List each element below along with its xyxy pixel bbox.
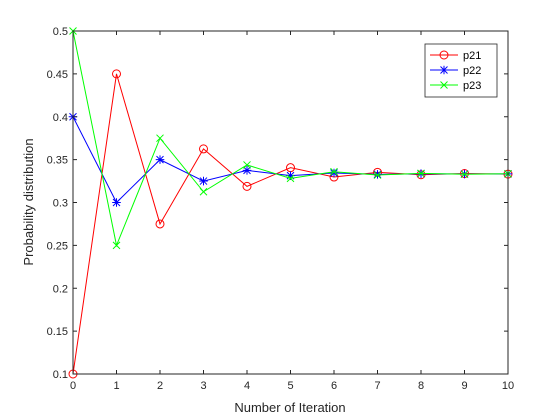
data-point-p23 bbox=[417, 169, 425, 178]
data-point-p22 bbox=[242, 166, 252, 175]
x-tick-label: 10 bbox=[502, 380, 514, 392]
x-tick-label: 4 bbox=[244, 380, 250, 392]
y-tick-label: 0.25 bbox=[47, 240, 68, 252]
legend-entry-p22: p22 bbox=[430, 65, 481, 77]
data-point-p23 bbox=[156, 134, 164, 143]
x-axis-title: Number of Iteration bbox=[234, 400, 345, 415]
data-point-p22 bbox=[329, 168, 339, 178]
data-point-p23 bbox=[373, 171, 382, 179]
data-point-p22 bbox=[155, 155, 165, 164]
x-tick-label: 5 bbox=[287, 380, 293, 392]
data-point-p23 bbox=[460, 170, 469, 179]
legend-entry-p23: p23 bbox=[430, 80, 481, 92]
y-axis-title: Probability distribution bbox=[21, 138, 36, 265]
x-tick-label: 7 bbox=[374, 380, 380, 392]
legend-label: p22 bbox=[463, 65, 481, 77]
data-point-p21 bbox=[112, 69, 121, 79]
x-tick-label: 1 bbox=[113, 380, 119, 392]
legend-marker bbox=[439, 50, 449, 60]
y-tick-label: 0.15 bbox=[47, 326, 68, 338]
legend-label: p21 bbox=[463, 50, 481, 62]
legend-label: p23 bbox=[463, 80, 481, 92]
series-p23 bbox=[69, 27, 512, 250]
data-point-p23 bbox=[286, 174, 295, 183]
y-tick-label: 0.1 bbox=[53, 369, 68, 381]
legend-marker bbox=[440, 81, 448, 89]
legend-marker bbox=[439, 65, 449, 75]
x-tick-label: 8 bbox=[418, 380, 424, 392]
data-point-p23 bbox=[330, 167, 338, 176]
y-tick-label: 0.45 bbox=[47, 69, 68, 81]
x-tick-label: 9 bbox=[461, 380, 467, 392]
data-point-p23 bbox=[112, 241, 121, 250]
data-point-p21 bbox=[199, 144, 208, 154]
x-tick-label: 0 bbox=[70, 380, 76, 392]
y-tick-label: 0.35 bbox=[47, 155, 68, 167]
y-axis: 0.1 0.15 0.2 0.25 0.3 0.35 0.4 0.45 0.5 bbox=[47, 26, 508, 381]
legend: p21 p22 p23 bbox=[424, 43, 498, 98]
x-tick-label: 2 bbox=[157, 380, 163, 392]
x-axis: 0 1 2 3 4 5 6 7 8 9 10 bbox=[70, 31, 514, 392]
data-point-p21 bbox=[155, 219, 165, 229]
y-tick-label: 0.4 bbox=[53, 112, 68, 124]
data-point-p23 bbox=[199, 187, 208, 196]
data-point-p21 bbox=[242, 181, 252, 191]
legend-entry-p21: p21 bbox=[430, 50, 481, 62]
x-tick-label: 3 bbox=[200, 380, 206, 392]
data-point-p22 bbox=[199, 176, 208, 186]
y-tick-label: 0.2 bbox=[53, 283, 68, 295]
data-point-p23 bbox=[243, 161, 251, 169]
x-tick-label: 6 bbox=[331, 380, 337, 392]
y-tick-label: 0.5 bbox=[53, 26, 68, 38]
data-point-p22 bbox=[112, 198, 121, 207]
y-tick-label: 0.3 bbox=[53, 198, 68, 210]
